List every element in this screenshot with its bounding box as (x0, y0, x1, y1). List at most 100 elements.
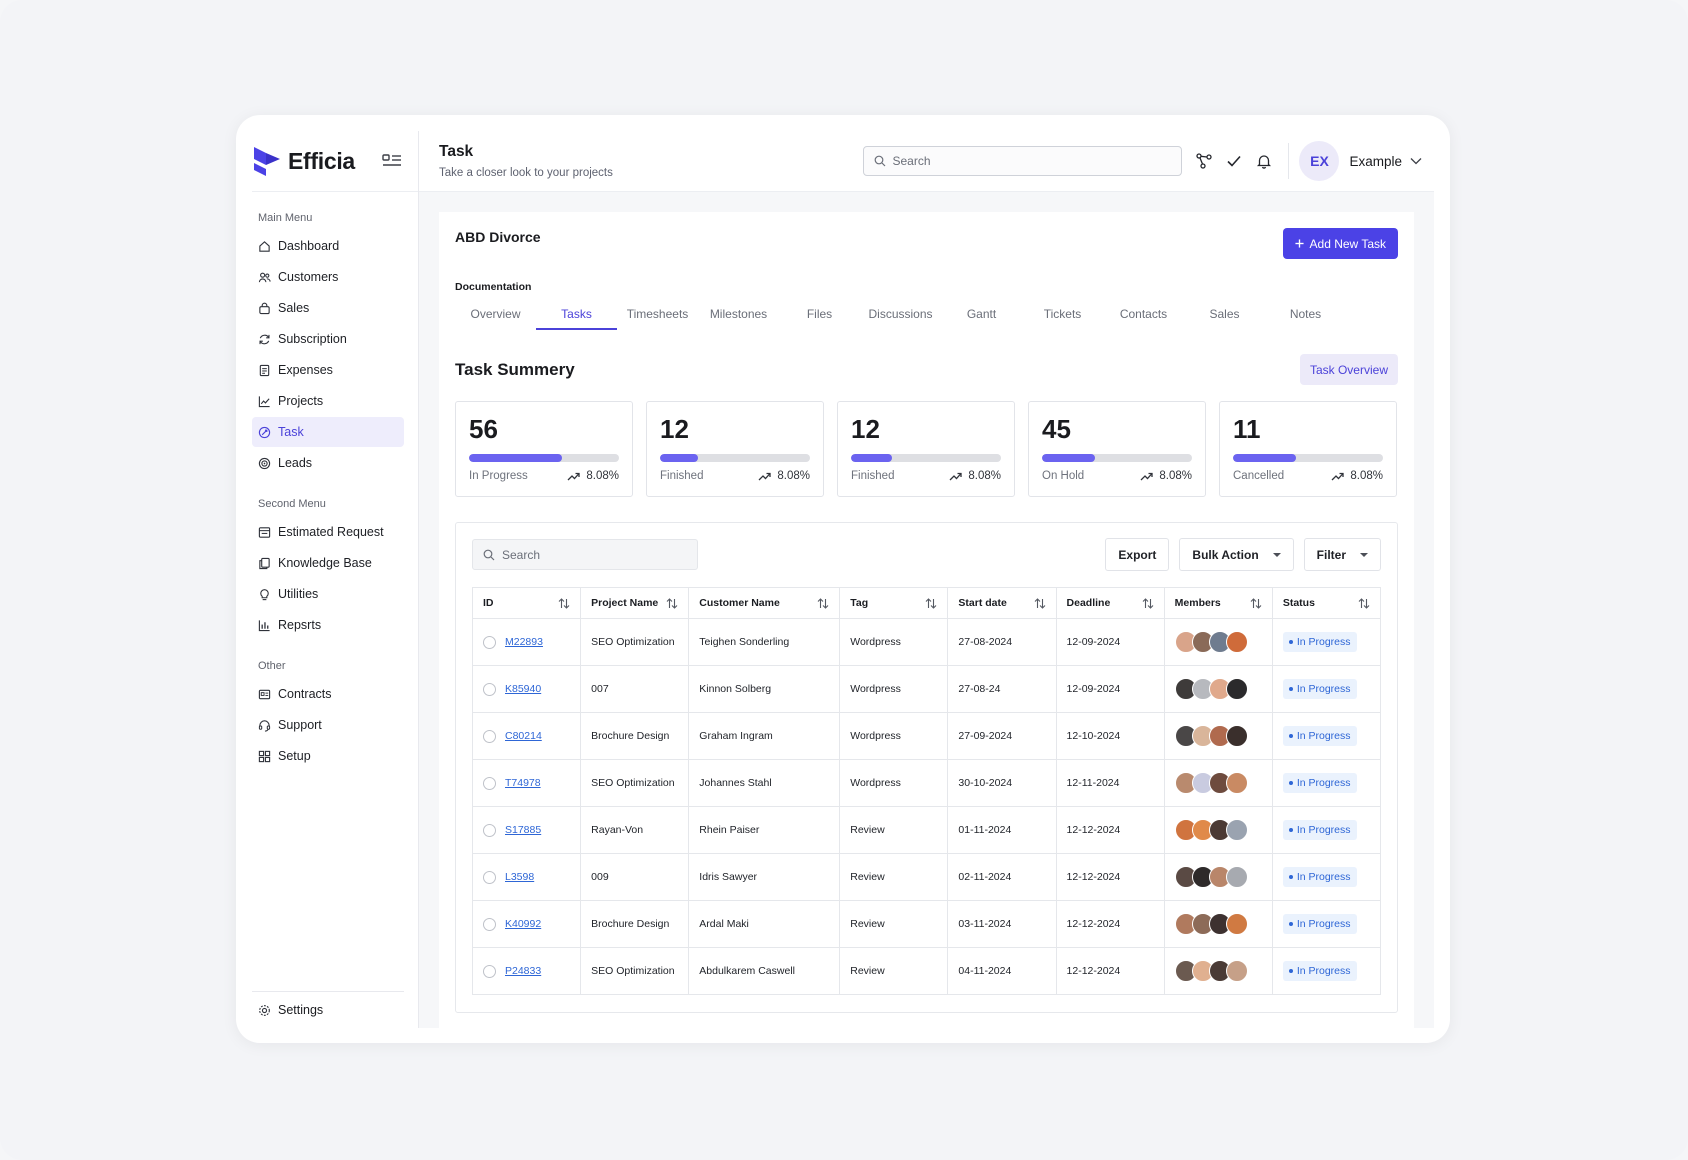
chevron-down-icon[interactable] (1410, 157, 1422, 165)
avatar[interactable]: EX (1299, 141, 1340, 181)
progress-bar (1233, 454, 1383, 462)
task-id-link[interactable]: L3598 (505, 871, 535, 883)
bulk-action-dropdown[interactable]: Bulk Action (1179, 538, 1294, 571)
member-avatar[interactable] (1225, 631, 1248, 653)
sort-icon[interactable] (1034, 597, 1046, 609)
member-avatar[interactable] (1225, 678, 1248, 700)
sidebar-item-projects[interactable]: Projects (252, 386, 404, 416)
sidebar-item-knowledge-base[interactable]: Knowledge Base (252, 548, 404, 578)
table-row[interactable]: M22893 SEO Optimization Teighen Sonderling… (471, 618, 1382, 666)
member-avatar[interactable] (1225, 819, 1248, 841)
table-row[interactable]: L3598 009 Idris Sawyer Review 02-11-2024 12-1… (471, 853, 1382, 901)
sidebar-toggle-icon[interactable] (382, 153, 402, 169)
task-overview-button[interactable]: Task Overview (1299, 354, 1398, 385)
bell-icon[interactable] (1256, 153, 1272, 169)
progress-fill (469, 454, 562, 462)
row-checkbox[interactable] (483, 776, 496, 790)
check-icon[interactable] (1226, 153, 1242, 169)
add-new-task-button[interactable]: Add New Task (1282, 228, 1398, 259)
task-id-link[interactable]: M22893 (505, 636, 543, 648)
sidebar-item-utilities[interactable]: Utilities (252, 579, 404, 609)
column-header[interactable]: Deadline (1055, 587, 1165, 619)
column-header[interactable]: Project Name (580, 587, 690, 619)
tab-gantt[interactable]: Gantt (966, 307, 997, 321)
sidebar-item-subscription[interactable]: Subscription (252, 324, 404, 354)
tab-sales[interactable]: Sales (1209, 307, 1240, 321)
brand-logo-icon[interactable] (252, 145, 282, 177)
task-id-link[interactable]: T74978 (505, 777, 541, 789)
row-checkbox[interactable] (483, 823, 496, 837)
table-row[interactable]: T74978 SEO Optimization Johannes Stahl Word… (471, 759, 1382, 807)
sidebar-item-settings[interactable]: Settings (252, 991, 404, 1028)
sort-icon[interactable] (1142, 597, 1154, 609)
sidebar-item-customers[interactable]: Customers (252, 262, 404, 292)
row-checkbox[interactable] (483, 870, 496, 884)
sort-icon[interactable] (925, 597, 937, 609)
tag-cell: Review (839, 806, 949, 854)
member-avatar[interactable] (1225, 772, 1248, 794)
tab-files[interactable]: Files (806, 307, 833, 321)
progress-fill (660, 454, 698, 462)
sidebar-item-dashboard[interactable]: Dashboard (252, 231, 404, 261)
sort-icon[interactable] (558, 597, 570, 609)
sidebar-item-estimated-request[interactable]: Estimated Request (252, 517, 404, 547)
row-checkbox[interactable] (483, 964, 496, 978)
filter-dropdown[interactable]: Filter (1303, 538, 1381, 571)
tab-tickets[interactable]: Tickets (1043, 307, 1082, 321)
task-id-link[interactable]: K40992 (505, 918, 542, 930)
share-nodes-icon[interactable] (1196, 153, 1213, 169)
sidebar-item-support[interactable]: Support (252, 710, 404, 740)
task-id-link[interactable]: C80214 (505, 730, 542, 742)
tab-timesheets[interactable]: Timesheets (626, 307, 689, 321)
tab-discussions[interactable]: Discussions (868, 307, 933, 321)
tab-contacts[interactable]: Contacts (1119, 307, 1168, 321)
sort-icon[interactable] (666, 597, 678, 609)
table-row[interactable]: C80214 Brochure Design Graham Ingram Wordpr… (471, 712, 1382, 760)
global-search-input[interactable]: Search (863, 146, 1183, 176)
member-avatar[interactable] (1225, 725, 1248, 747)
sidebar-item-task[interactable]: Task (252, 417, 404, 447)
member-avatar[interactable] (1225, 960, 1248, 982)
row-checkbox[interactable] (483, 682, 496, 696)
table-row[interactable]: K85940 007 Kinnon Solberg Wordpress 27-08-24… (471, 665, 1382, 713)
table-row[interactable]: S17885 Rayan-Von Rhein Paiser Review 01-11-2… (471, 806, 1382, 854)
row-checkbox[interactable] (483, 917, 496, 931)
members-cell (1163, 665, 1273, 713)
sort-icon[interactable] (1250, 597, 1262, 609)
task-id-link[interactable]: K85940 (505, 683, 542, 695)
user-name[interactable]: Example (1349, 153, 1402, 169)
tab-tasks[interactable]: Tasks (536, 305, 617, 330)
column-header-inner: Members (1175, 597, 1262, 609)
stat-label: In Progress (469, 470, 528, 482)
column-header[interactable]: Status (1271, 587, 1382, 619)
export-button[interactable]: Export (1105, 538, 1170, 571)
sidebar-item-label: Task (278, 425, 304, 439)
sidebar-item-leads[interactable]: Leads (252, 448, 404, 478)
sidebar-item-repsrts[interactable]: Repsrts (252, 610, 404, 640)
tab-milestones[interactable]: Milestones (709, 307, 768, 321)
sort-icon[interactable] (1358, 597, 1370, 609)
task-id-link[interactable]: S17885 (505, 824, 542, 836)
tab-overview[interactable]: Overview (470, 307, 521, 321)
project-tabs: Overview Tasks Timesheets Milestones Files Di… (455, 305, 1398, 330)
row-checkbox[interactable] (483, 635, 496, 649)
table-search-input[interactable]: Search (472, 539, 698, 570)
column-header[interactable]: Start date (947, 587, 1057, 619)
column-header[interactable]: Customer Name (688, 587, 841, 619)
table-row[interactable]: K40992 Brochure Design Ardal Maki Review 03-… (471, 900, 1382, 948)
column-header[interactable]: Members (1163, 587, 1273, 619)
sort-icon[interactable] (817, 597, 829, 609)
tab-notes[interactable]: Notes (1289, 307, 1322, 321)
member-avatar[interactable] (1225, 913, 1248, 935)
sidebar-item-contracts[interactable]: Contracts (252, 679, 404, 709)
column-header[interactable]: Tag (839, 587, 949, 619)
table-row[interactable]: P24833 SEO Optimization Abdulkarem Caswell… (471, 947, 1382, 995)
sidebar-item-expenses[interactable]: Expenses (252, 355, 404, 385)
column-header[interactable]: ID (471, 587, 582, 619)
start-date-cell: 27-08-24 (947, 665, 1057, 713)
member-avatar[interactable] (1225, 866, 1248, 888)
task-id-link[interactable]: P24833 (505, 965, 542, 977)
sidebar-item-setup[interactable]: Setup (252, 741, 404, 771)
sidebar-item-sales[interactable]: Sales (252, 293, 404, 323)
row-checkbox[interactable] (483, 729, 496, 743)
